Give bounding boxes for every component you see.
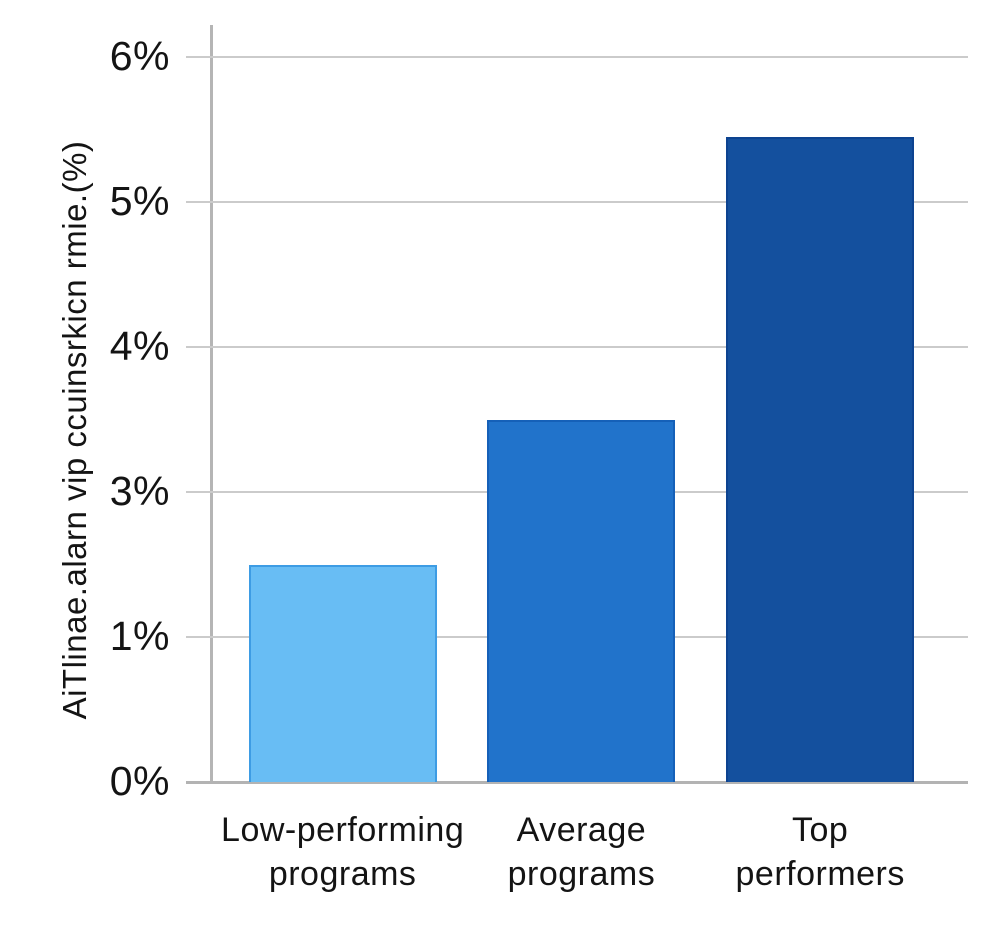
gridline-6pct (186, 56, 968, 58)
bar-low-performing-programs (248, 564, 437, 782)
xlabel-line: Average (516, 811, 647, 849)
xlabel-line: Low-performing (221, 811, 465, 849)
xlabel-line: Top (792, 811, 849, 849)
xlabel-line: programs (507, 855, 656, 893)
gridline-5pct (186, 201, 968, 203)
xlabel-line: programs (268, 855, 417, 893)
xlabel-line: performers (735, 855, 905, 893)
xlabel-low-performing-programs: Low-performing programs (178, 808, 508, 896)
y-axis-line (210, 25, 213, 784)
bar-average-programs (487, 419, 676, 782)
gridline-0pct (186, 780, 968, 784)
ytick-label-0pct: 0% (109, 758, 170, 804)
bar-top-performers (726, 136, 915, 782)
ytick-label-1pct: 1% (109, 613, 170, 659)
xlabel-average-programs: Average programs (416, 808, 746, 896)
ytick-label-6pct: 6% (109, 33, 170, 79)
ytick-label-4pct: 4% (109, 323, 170, 369)
ytick-label-5pct: 5% (109, 178, 170, 224)
gridline-4pct (186, 346, 968, 348)
ytick-label-3pct: 3% (109, 468, 170, 514)
xlabel-top-performers: Top performers (655, 808, 985, 896)
